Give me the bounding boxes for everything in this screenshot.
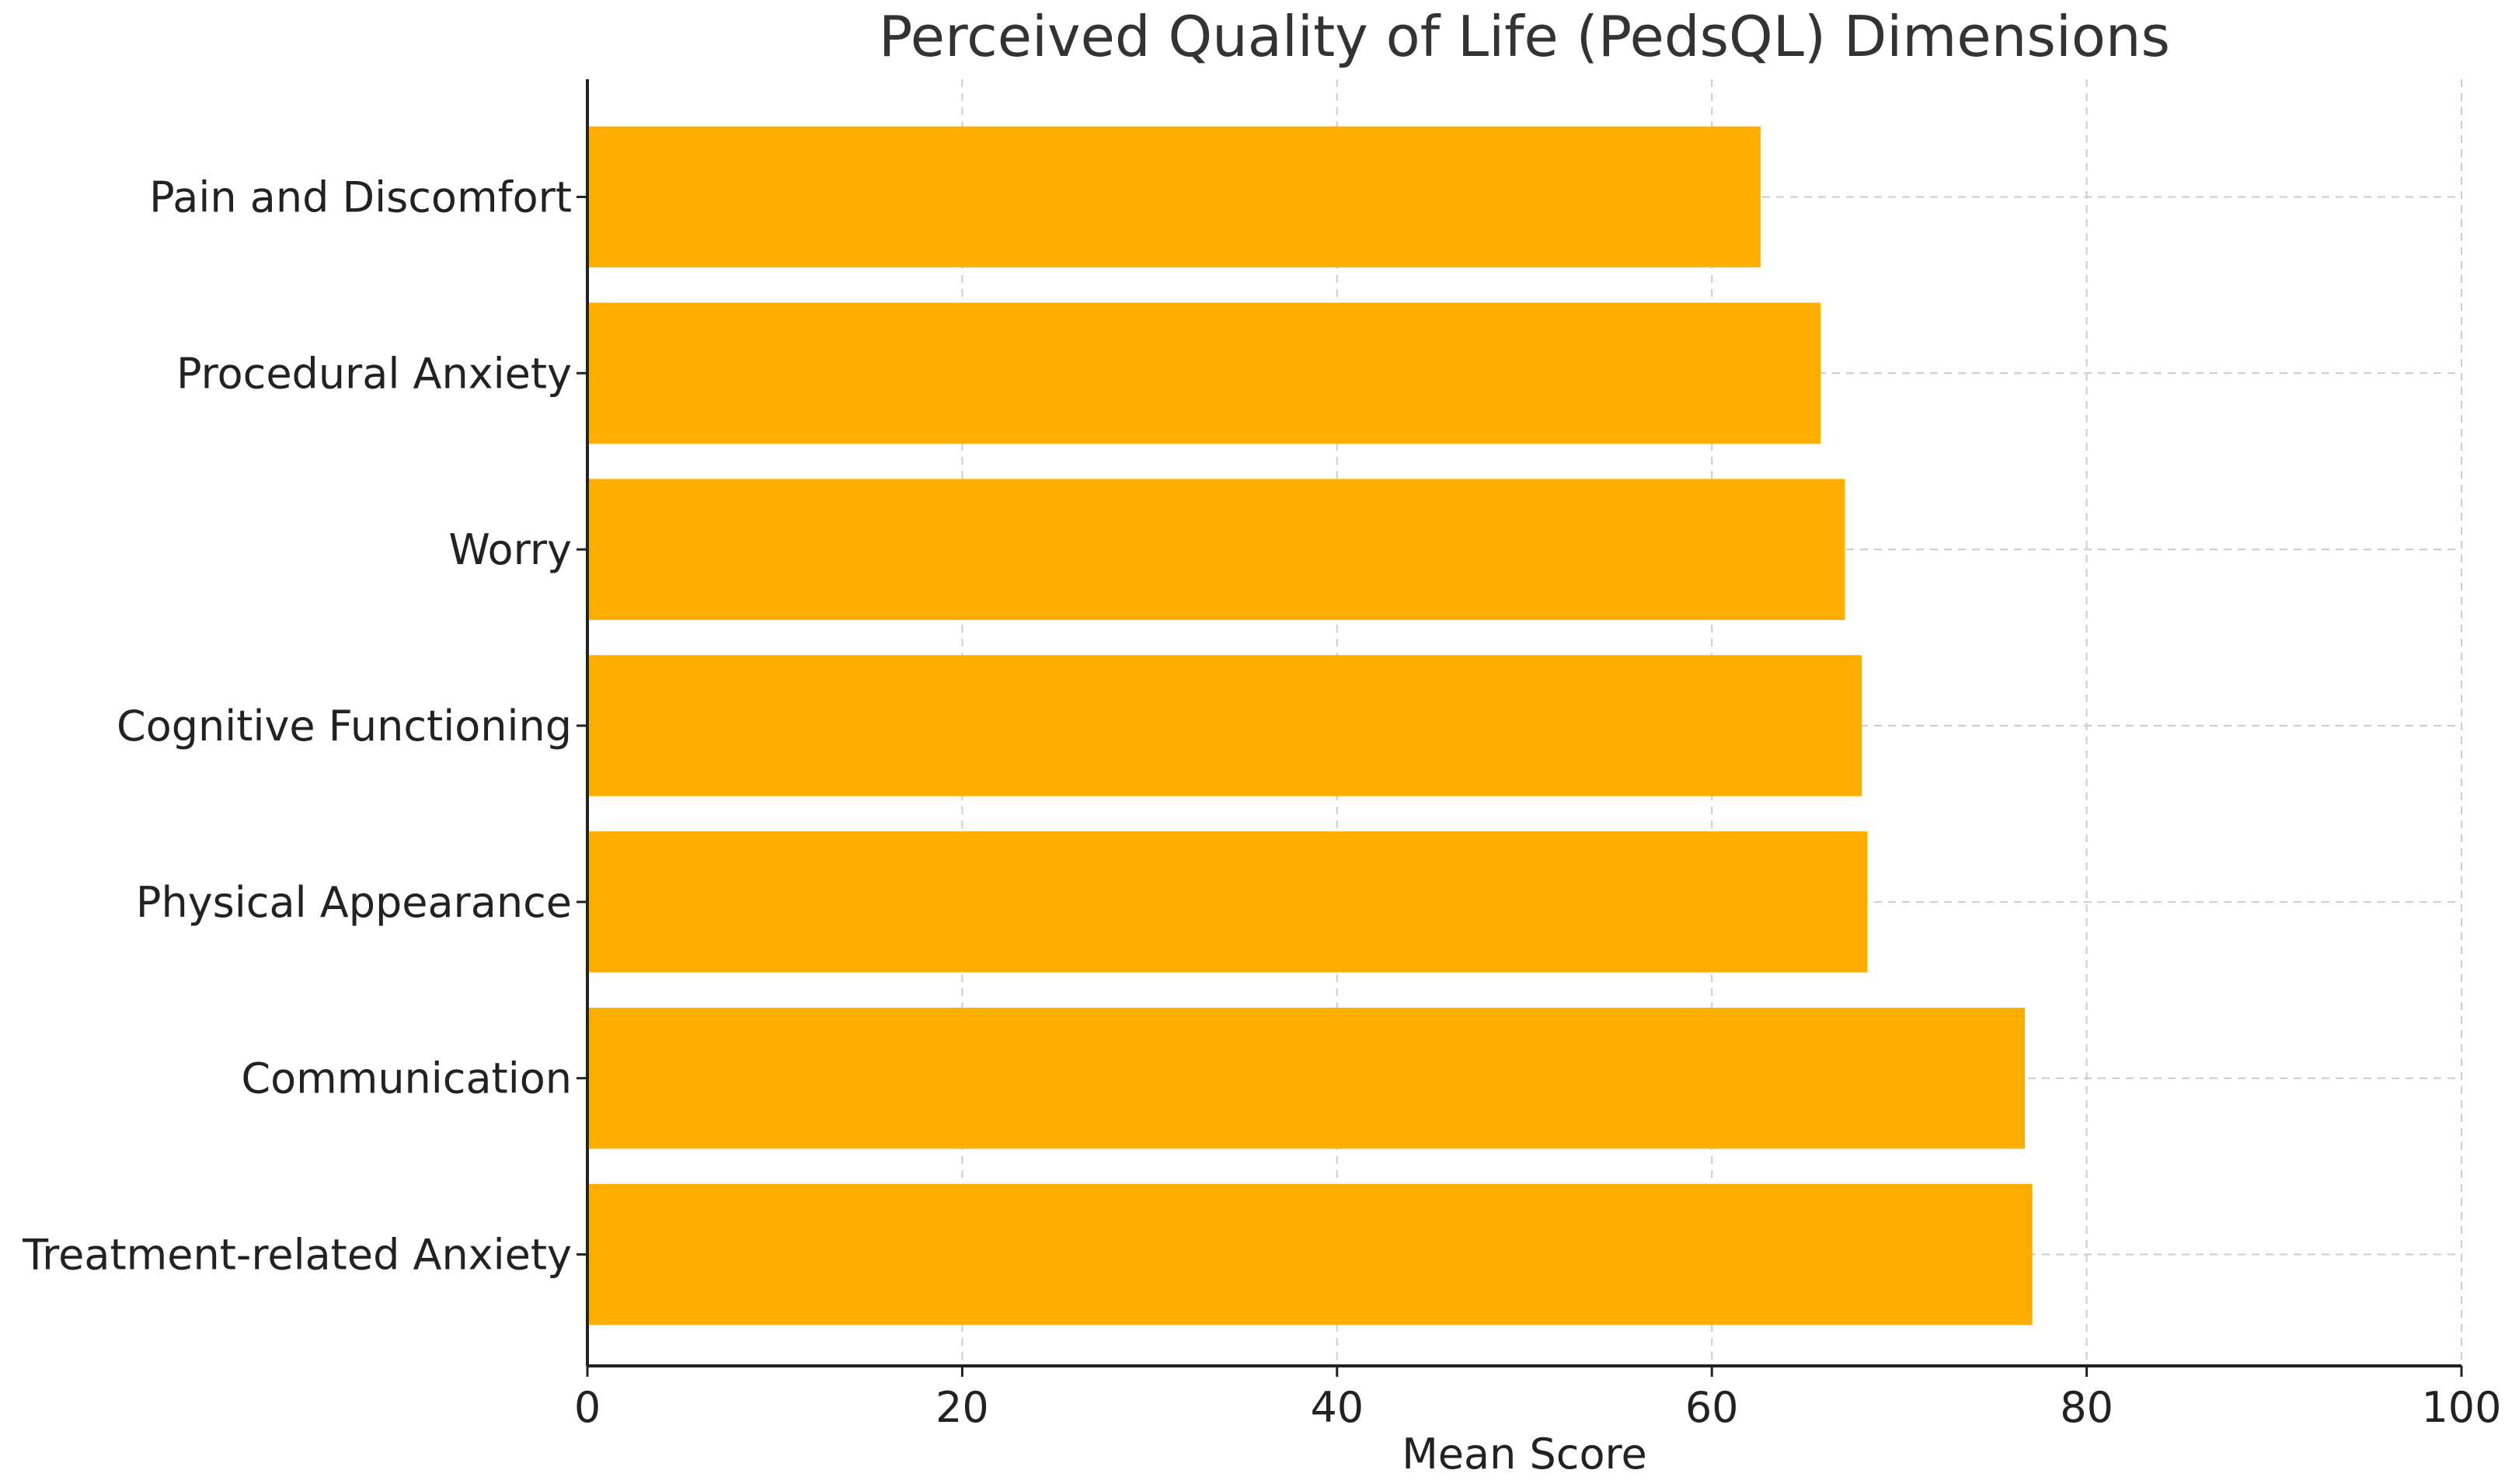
x-tick-label: 60 — [1685, 1383, 1739, 1432]
y-tick-label: Cognitive Functioning — [117, 702, 572, 751]
bars — [587, 126, 2033, 1325]
chart-title: Perceived Quality of Life (PedsQL) Dimen… — [879, 4, 2170, 69]
x-tick-labels: 0 20 40 60 80 100 — [574, 1383, 2502, 1432]
y-tick-label: Pain and Discomfort — [149, 172, 572, 221]
bar — [587, 831, 1868, 973]
y-tick-label: Treatment-related Anxiety — [22, 1231, 572, 1280]
x-tick-label: 100 — [2421, 1383, 2501, 1432]
bar — [587, 126, 1761, 268]
y-tick-labels: Pain and Discomfort Procedural Anxiety Wor… — [22, 172, 572, 1279]
bar — [587, 302, 1821, 444]
x-tick-label: 20 — [935, 1383, 989, 1432]
bar — [587, 479, 1845, 620]
y-tick-label: Communication — [241, 1054, 572, 1103]
bar — [587, 655, 1862, 796]
y-tick-label: Procedural Anxiety — [176, 349, 572, 398]
bar — [587, 1183, 2033, 1325]
bar — [587, 1007, 2026, 1149]
x-axis-label: Mean Score — [1402, 1430, 1647, 1479]
axes — [577, 79, 2463, 1377]
x-tick-label: 40 — [1310, 1383, 1364, 1432]
y-tick-label: Physical Appearance — [136, 878, 572, 927]
x-tick-label: 0 — [574, 1383, 601, 1432]
y-tick-label: Worry — [448, 525, 572, 574]
x-tick-label: 80 — [2060, 1383, 2113, 1432]
